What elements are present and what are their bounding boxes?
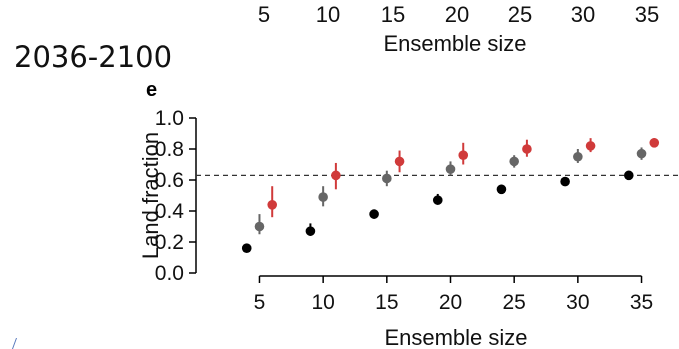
data-point-black	[369, 209, 379, 219]
data-point-grey	[254, 221, 265, 232]
data-point-red	[458, 150, 469, 160]
x-tick-label: 25	[502, 291, 525, 314]
prev-x-axis-title: Ensemble size	[383, 31, 526, 56]
x-tick-label: 30	[566, 291, 589, 314]
prev-x-tick-label: 5	[258, 2, 270, 27]
data-point-black	[305, 226, 316, 236]
previous-panel-axis-svg: 5 10 15 20 25 30 35 Ensemble size	[258, 2, 659, 56]
y-tick-label: 0.8	[155, 138, 184, 161]
prev-x-tick-label: 30	[571, 2, 595, 27]
data-point-black	[560, 176, 570, 187]
data-point-black	[432, 195, 443, 205]
data-point-red	[522, 144, 532, 154]
x-axis-title: Ensemble size	[384, 325, 527, 349]
data-point-grey	[509, 156, 519, 167]
data-point-grey	[382, 173, 392, 184]
y-tick-label: 0.4	[155, 200, 185, 223]
data-point-black	[241, 243, 252, 253]
data-point-grey	[636, 148, 647, 159]
y-tick-label: 0.6	[155, 169, 184, 192]
data-point-grey	[445, 164, 456, 174]
data-point-black	[623, 170, 634, 181]
data-point-red	[585, 141, 596, 151]
x-tick-label: 15	[375, 291, 398, 314]
x-tick-label: 20	[439, 291, 462, 314]
x-tick-label: 35	[630, 291, 653, 314]
data-point-black	[496, 184, 507, 195]
previous-panel-axis: 5 10 15 20 25 30 35 Ensemble size	[0, 0, 679, 60]
data-point-red	[331, 170, 341, 181]
panel-letter: e	[146, 79, 158, 101]
y-axis-title: Land fraction	[138, 132, 163, 259]
data-point-grey	[573, 151, 583, 162]
data-point-red	[394, 156, 405, 167]
prev-x-tick-label: 10	[316, 2, 340, 27]
prev-x-tick-label: 35	[635, 2, 659, 27]
prev-x-tick-label: 15	[381, 2, 405, 27]
y-tick-label: 0.2	[155, 231, 184, 254]
period-label: 2036-2100	[14, 40, 173, 74]
x-tick-label: 10	[311, 291, 334, 314]
data-point-red	[267, 200, 278, 210]
x-tick-label: 5	[254, 291, 266, 314]
y-tick-label: 1.0	[155, 107, 184, 130]
data-point-grey	[318, 192, 328, 202]
prev-x-tick-label: 25	[508, 2, 532, 27]
data-point-red	[649, 138, 660, 148]
prev-x-tick-label: 20	[445, 2, 469, 27]
y-tick-label: 0.0	[155, 262, 184, 285]
